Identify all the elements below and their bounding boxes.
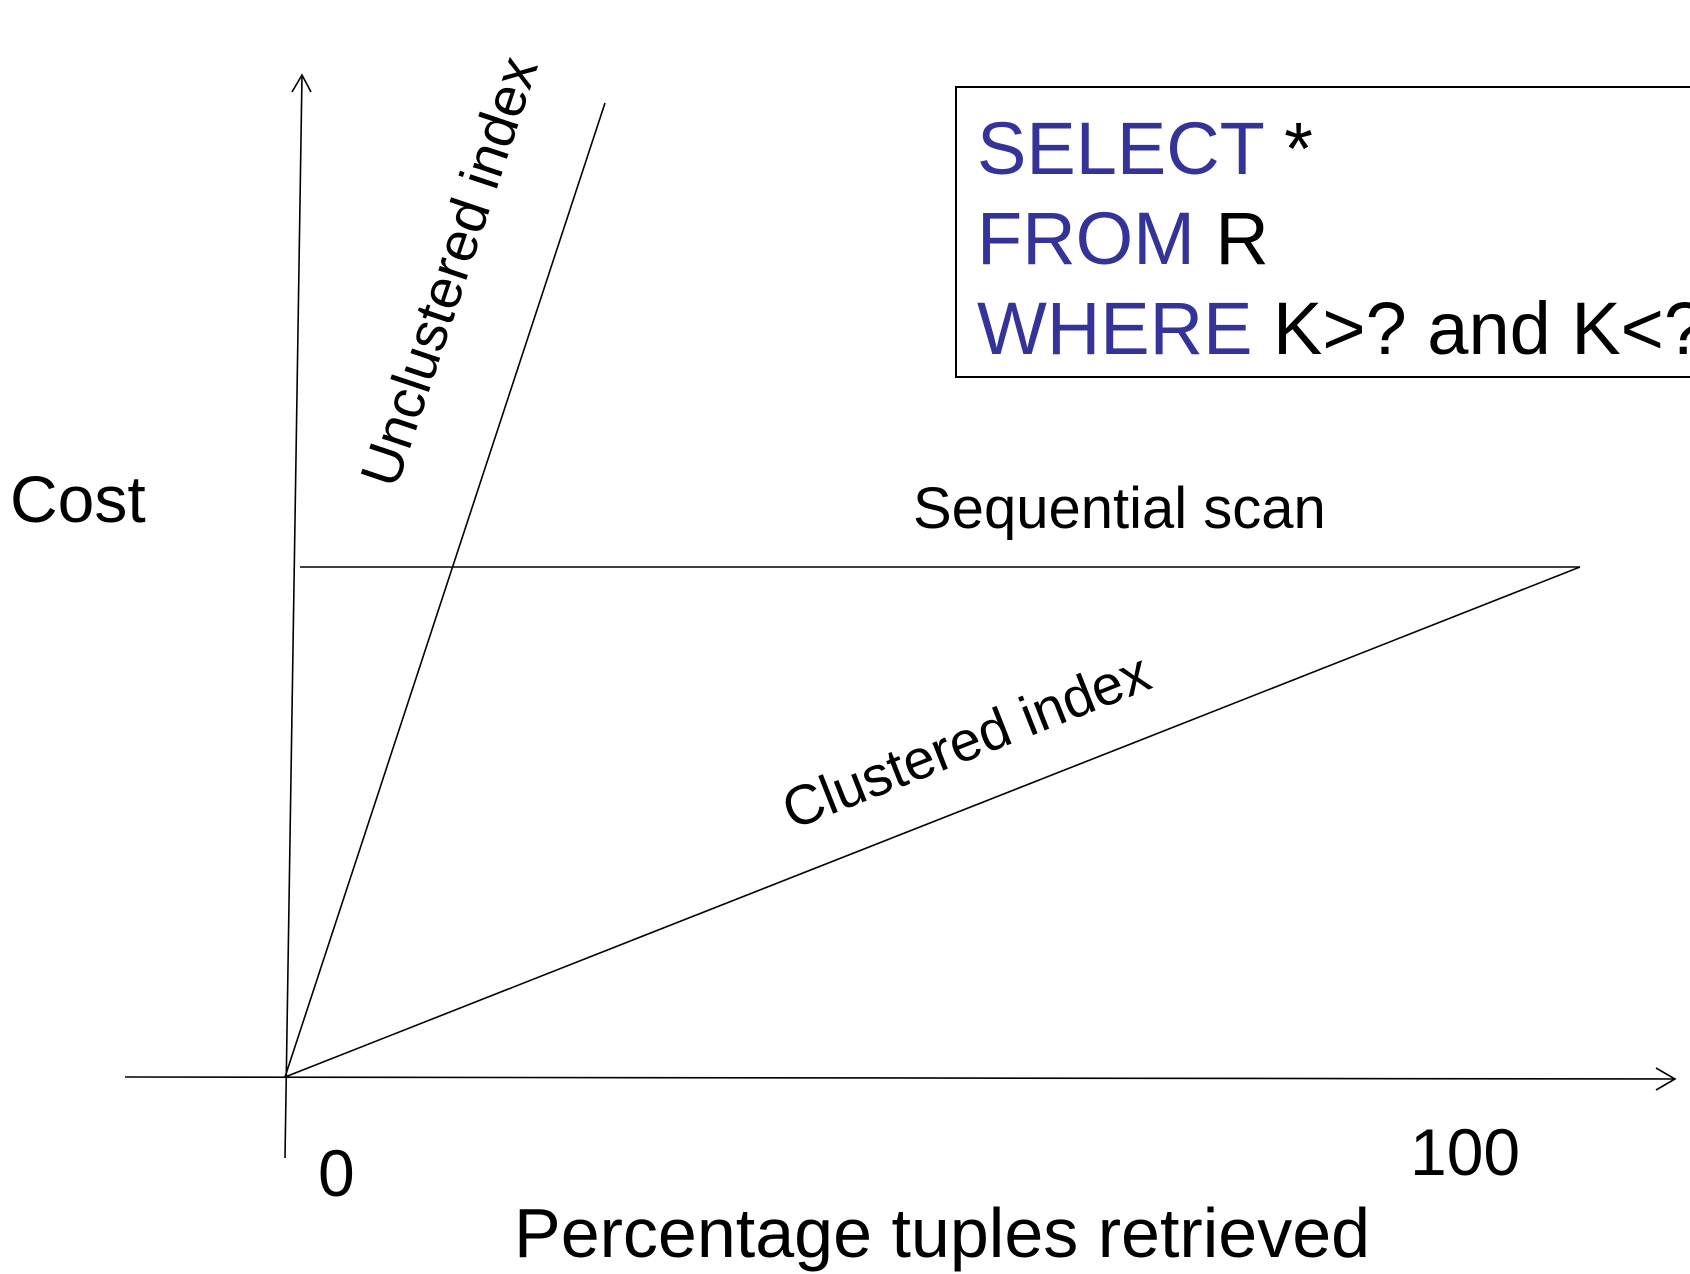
sql-keyword-select: SELECT [977, 107, 1264, 190]
unclustered-index-line [284, 102, 606, 1078]
y-axis-label: Cost [10, 462, 146, 536]
sql-keyword-where: WHERE [977, 287, 1253, 370]
sql-line-from: FROM R [977, 194, 1690, 284]
y-axis [284, 74, 303, 1159]
x-tick-label-start: 0 [318, 1136, 355, 1210]
x-axis-label: Percentage tuples retrieved [514, 1194, 1370, 1272]
clustered-index-label: Clustered index [773, 640, 1158, 841]
sequential-scan-label: Sequential scan [913, 476, 1326, 541]
x-axis [124, 1076, 1676, 1080]
sql-query-box: SELECT * FROM R WHERE K>? and K<? [955, 86, 1690, 378]
clustered-index-line [284, 566, 1581, 1078]
sql-line-select: SELECT * [977, 104, 1690, 194]
sql-line-where: WHERE K>? and K<? [977, 284, 1690, 374]
sql-keyword-from: FROM [977, 197, 1195, 280]
unclustered-index-label: Unclustered index [348, 49, 550, 494]
sql-select-rest: * [1263, 107, 1313, 190]
sql-from-rest: R [1194, 197, 1269, 280]
x-tick-label-end: 100 [1410, 1115, 1520, 1189]
y-axis-arrowhead [291, 73, 312, 93]
sql-where-rest: K>? and K<? [1252, 287, 1690, 370]
x-axis-arrowhead [1655, 1067, 1677, 1091]
